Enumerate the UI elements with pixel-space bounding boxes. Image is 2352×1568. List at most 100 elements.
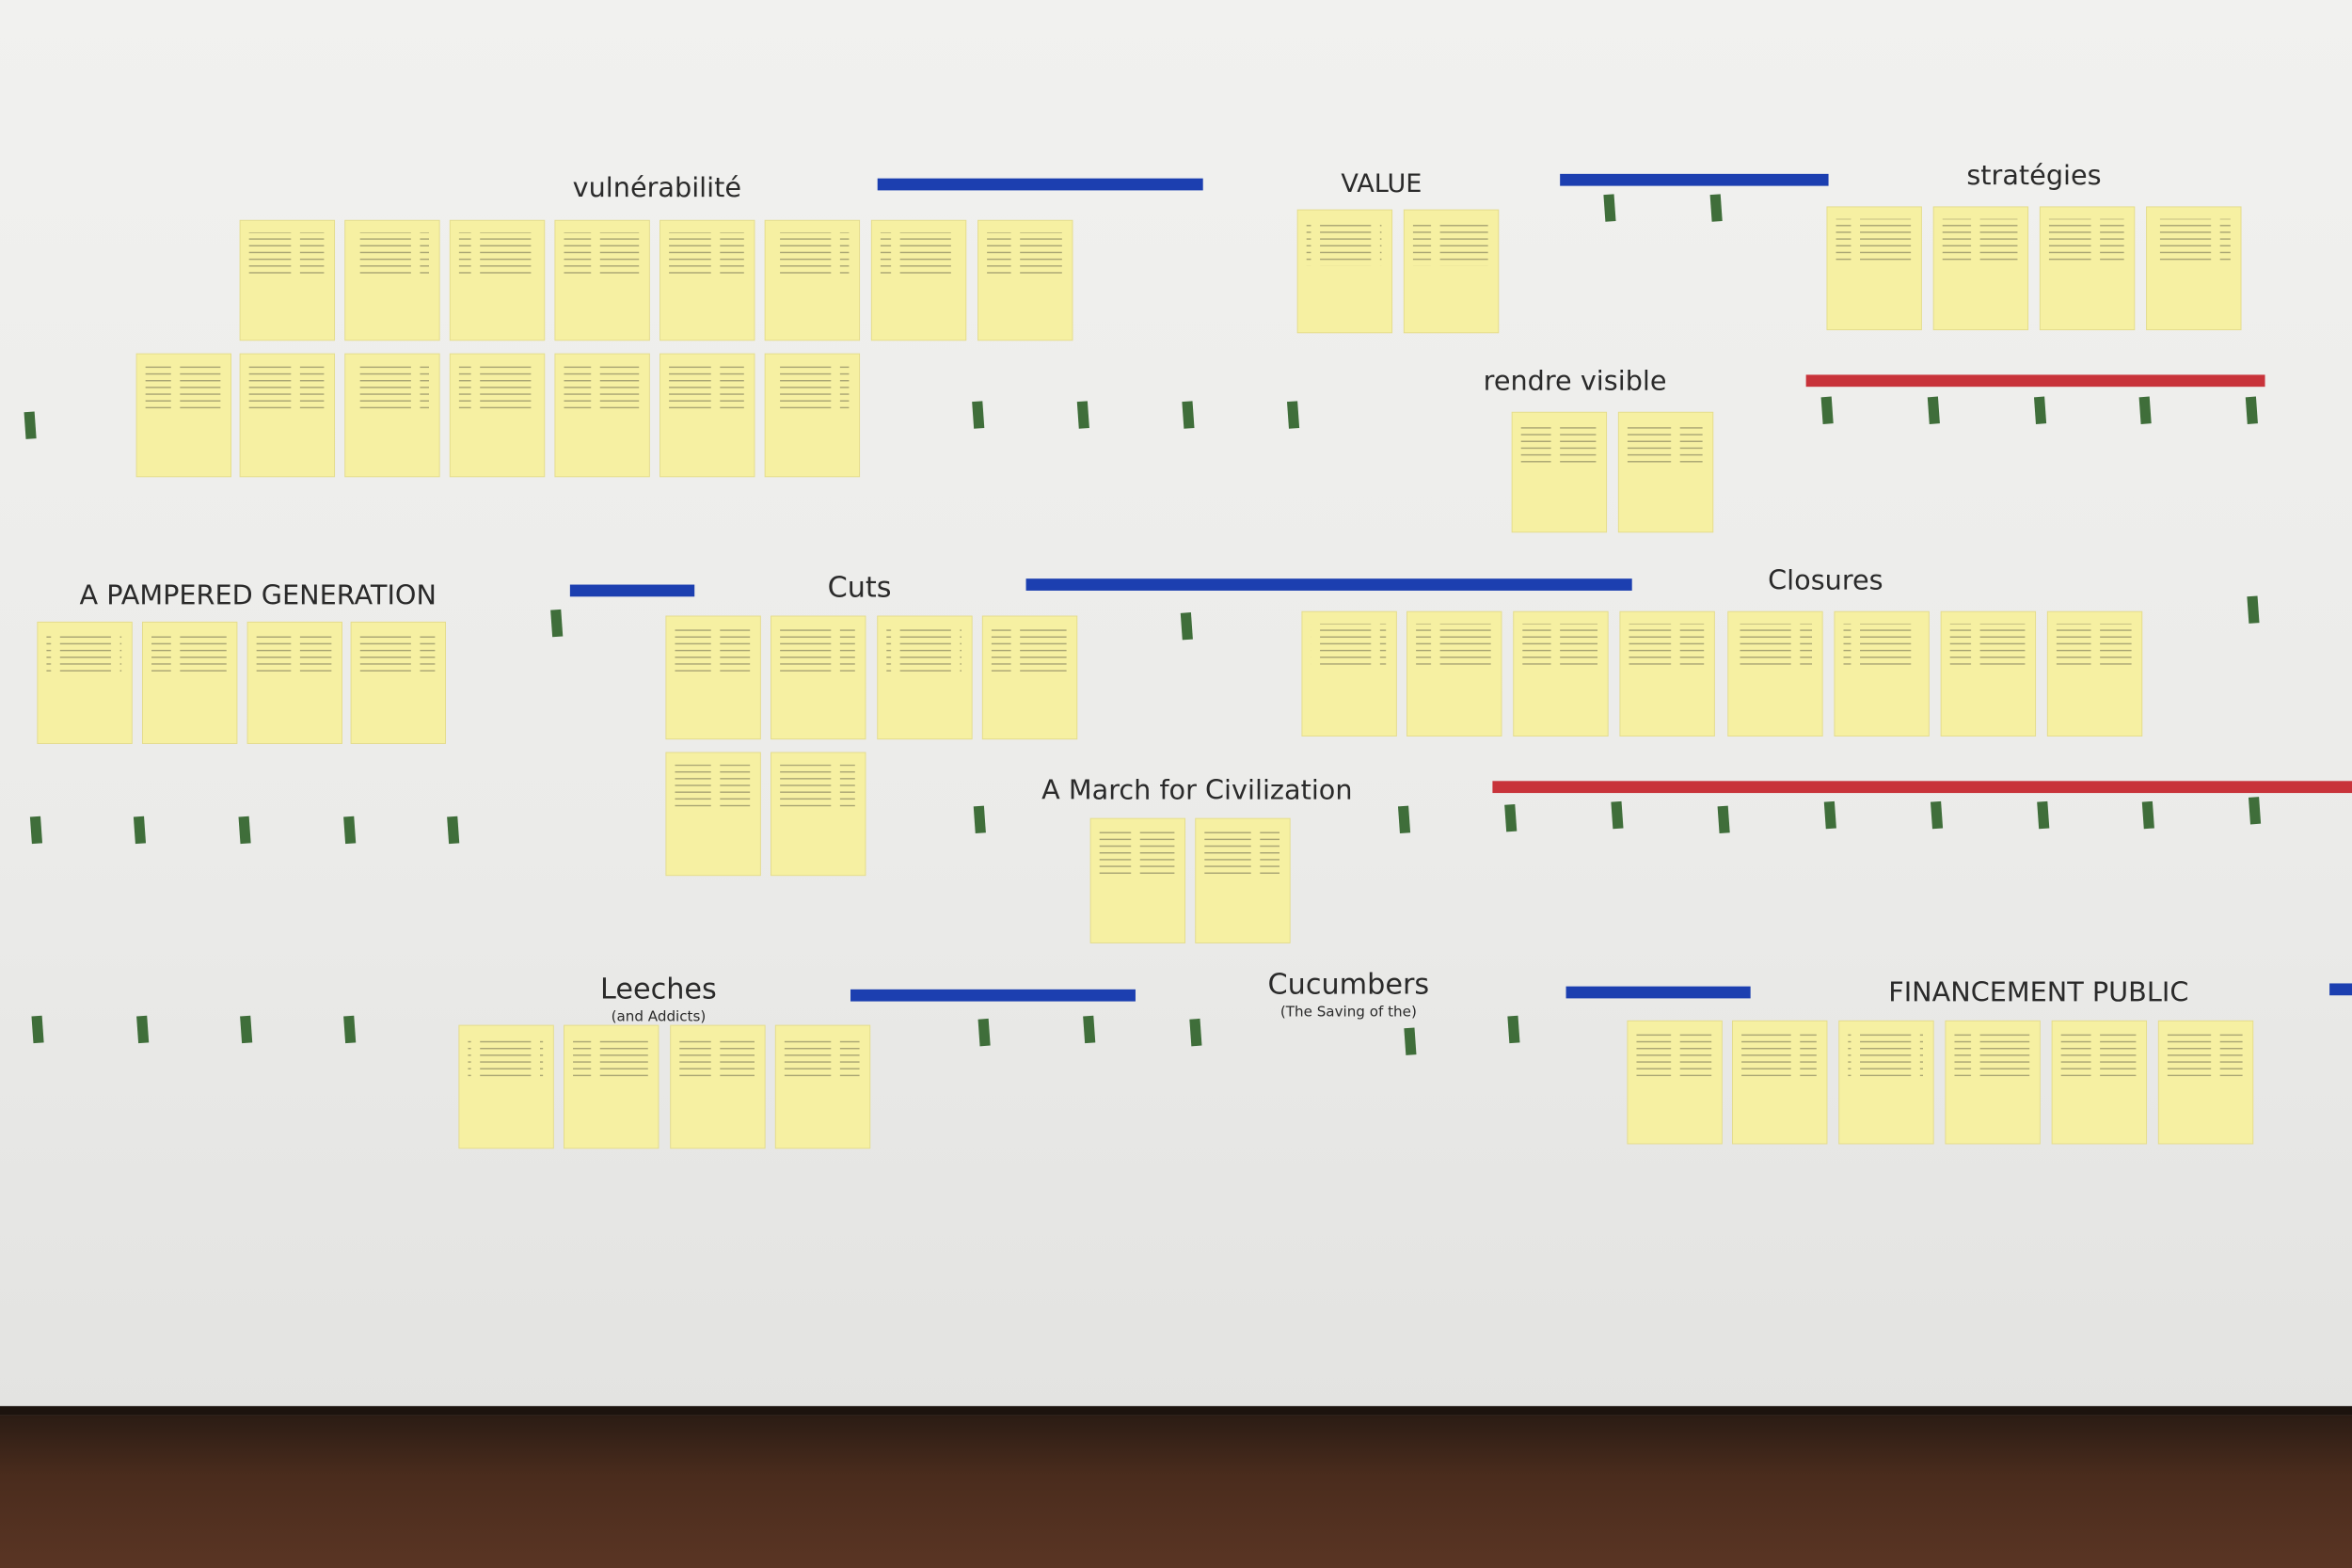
- note-text: [1306, 221, 1382, 266]
- masking-tape: [1611, 800, 1624, 830]
- note-text: [880, 232, 956, 275]
- section-title: FINANCEMENT PUBLIC: [1888, 976, 2188, 1008]
- note-text: [780, 627, 855, 672]
- tape-bar: [1025, 578, 1632, 591]
- note-text: [458, 232, 534, 275]
- note-text: [2048, 218, 2124, 262]
- masking-tape: [972, 401, 985, 429]
- note-text: [1949, 623, 2026, 668]
- masking-tape: [1076, 401, 1089, 429]
- section-title: stratégies: [1966, 159, 2101, 191]
- masking-tape: [1820, 396, 1834, 424]
- note-text: [1627, 424, 1703, 467]
- masking-tape: [1397, 805, 1411, 834]
- note-text: [145, 365, 221, 410]
- baseboard: [0, 1405, 2352, 1416]
- note-text: [773, 365, 850, 410]
- tape-bar: [1565, 986, 1751, 999]
- masking-tape: [1823, 800, 1836, 830]
- note-text: [1737, 623, 1813, 668]
- masking-tape: [343, 816, 357, 845]
- note-text: [1204, 830, 1280, 875]
- note-text: [1412, 221, 1488, 266]
- masking-tape: [1504, 804, 1518, 832]
- note-text: [354, 365, 429, 410]
- masking-tape: [1180, 612, 1193, 641]
- masking-tape: [1083, 1015, 1096, 1044]
- masking-tape: [29, 816, 43, 845]
- section-subtitle: (The Saving of the): [1280, 1004, 1417, 1021]
- floor: [0, 1415, 2352, 1568]
- note-text: [780, 764, 855, 808]
- section-title: Cuts: [828, 571, 892, 604]
- masking-tape: [447, 816, 460, 845]
- masking-tape: [973, 805, 986, 834]
- note-text: [2056, 623, 2132, 668]
- masking-tape: [1182, 401, 1195, 429]
- note-text: [773, 232, 850, 275]
- note-text: [669, 232, 744, 275]
- note-text: [679, 1037, 755, 1082]
- section-title: vulnérabilité: [573, 171, 741, 203]
- note-text: [1636, 1033, 1712, 1077]
- masking-tape: [2037, 800, 2050, 830]
- tape-bar: [2329, 983, 2352, 996]
- note-text: [987, 232, 1062, 275]
- note-text: [1520, 424, 1597, 467]
- note-text: [564, 365, 640, 410]
- masking-tape: [2033, 396, 2047, 424]
- note-text: [46, 634, 122, 676]
- masking-tape: [1927, 396, 1940, 424]
- masking-tape: [550, 609, 564, 638]
- note-text: [248, 232, 325, 275]
- note-text: [1942, 218, 2018, 262]
- masking-tape: [1717, 805, 1730, 834]
- note-text: [458, 365, 534, 410]
- note-text: [256, 634, 332, 676]
- note-text: [1099, 830, 1175, 875]
- note-text: [1848, 1033, 1924, 1077]
- masking-tape: [238, 816, 251, 845]
- section-title: VALUE: [1341, 169, 1422, 198]
- note-text: [2060, 1033, 2137, 1077]
- note-text: [248, 365, 325, 410]
- tape-bar: [569, 584, 695, 597]
- masking-tape: [1404, 1027, 1417, 1055]
- note-text: [1836, 218, 1912, 262]
- masking-tape: [2247, 595, 2260, 624]
- masking-tape: [1189, 1018, 1202, 1047]
- note-text: [784, 1037, 860, 1082]
- section-title: Closures: [1768, 563, 1883, 595]
- section-title: Leeches: [600, 973, 717, 1006]
- note-text: [354, 232, 429, 275]
- masking-tape: [240, 1015, 253, 1044]
- note-text: [675, 627, 751, 672]
- installation: vulnérabilité VALUE stratégies rendre visib…: [24, 159, 2352, 1149]
- masking-tape: [343, 1015, 357, 1044]
- tape-bar: [1560, 173, 1829, 186]
- masking-tape: [1286, 401, 1300, 429]
- note-text: [1311, 623, 1387, 668]
- note-text: [1843, 623, 1919, 668]
- section-title: rendre visible: [1484, 364, 1667, 396]
- masking-tape: [24, 411, 37, 439]
- section-title: A March for Civilization: [1041, 773, 1352, 805]
- masking-tape: [1709, 194, 1723, 222]
- tape-bar: [877, 178, 1203, 191]
- masking-tape: [2248, 797, 2262, 825]
- masking-tape: [977, 1018, 991, 1047]
- note-text: [1954, 1033, 2030, 1077]
- masking-tape: [2141, 800, 2154, 830]
- note-text: [1416, 623, 1491, 668]
- note-text: [1522, 623, 1598, 668]
- masking-tape: [31, 1015, 44, 1044]
- masking-tape: [1930, 800, 1944, 830]
- note-text: [991, 627, 1067, 672]
- section-subtitle: (and Addicts): [612, 1007, 707, 1024]
- section-title: A PAMPERED GENERATION: [79, 578, 437, 610]
- note-text: [2167, 1033, 2243, 1077]
- note-text: [564, 232, 640, 275]
- note-text: [886, 627, 962, 672]
- tape-bar: [1805, 374, 2265, 388]
